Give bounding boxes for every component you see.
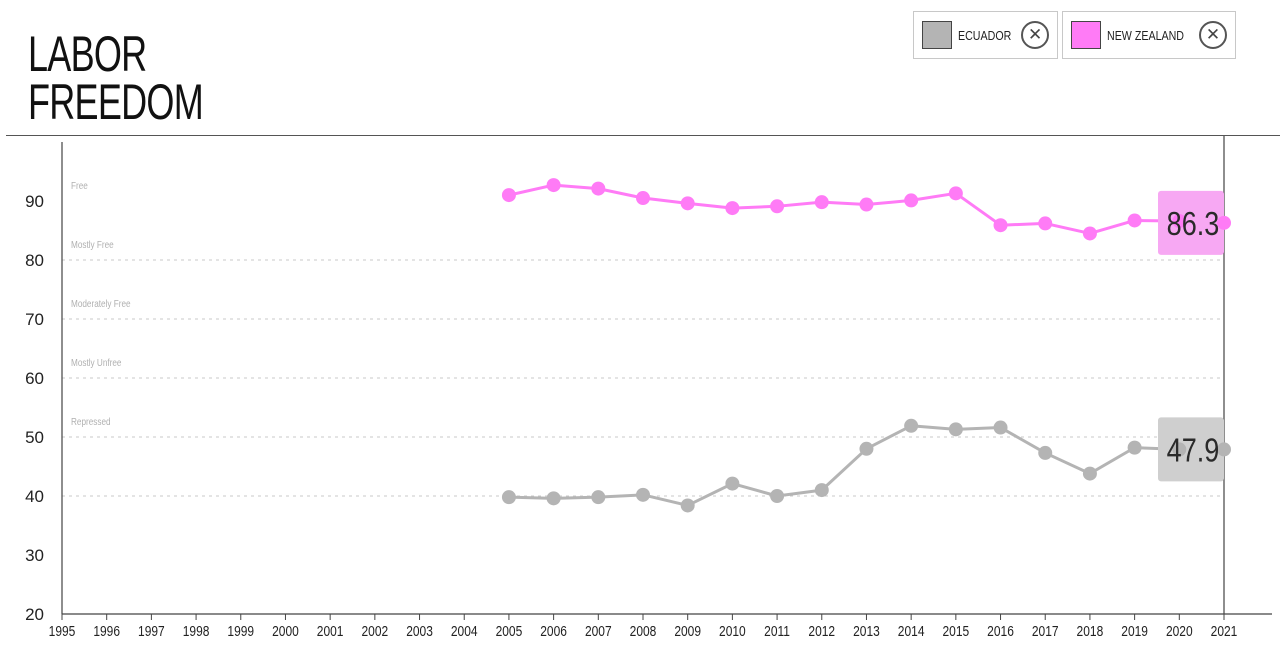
x-tick-label-2005: 2005: [496, 623, 523, 640]
data-point-ecuador-2012: [814, 483, 829, 498]
band-label-mostly-free: Mostly Free: [71, 239, 114, 250]
data-point-ecuador-2017: [1038, 445, 1053, 460]
x-tick-label-2003: 2003: [406, 623, 433, 640]
data-point-ecuador-2020: [1172, 442, 1187, 457]
x-tick-label-2016: 2016: [987, 623, 1014, 640]
legend-label-ecuador: ECUADOR: [958, 27, 1012, 43]
data-point-new-zealand-2009: [680, 196, 695, 211]
close-icon[interactable]: ✕: [1199, 21, 1227, 49]
data-point-ecuador-2005: [501, 490, 516, 505]
data-point-new-zealand-2005: [501, 188, 516, 203]
data-point-new-zealand-2017: [1038, 216, 1053, 231]
band-label-mostly-unfree: Mostly Unfree: [71, 357, 121, 368]
series-line-ecuador: [508, 424, 1224, 507]
close-icon[interactable]: ✕: [1021, 21, 1050, 49]
data-point-new-zealand-2021: [1217, 215, 1231, 230]
value-label-ecuador: 47.9: [1167, 433, 1220, 469]
x-tick-label-2011: 2011: [764, 623, 790, 640]
x-tick-label-2021: 2021: [1211, 623, 1238, 640]
data-point-ecuador-2011: [770, 489, 785, 503]
data-point-new-zealand-2016: [993, 218, 1008, 233]
x-tick-label-2013: 2013: [853, 623, 880, 640]
y-tick-label-80: 80: [25, 251, 44, 270]
y-tick-label-50: 50: [25, 428, 44, 447]
x-tick-label-1995: 1995: [49, 623, 76, 640]
data-point-ecuador-2007: [591, 490, 606, 505]
x-tick-label-2018: 2018: [1077, 623, 1104, 640]
x-tick-label-1996: 1996: [93, 623, 120, 640]
data-point-ecuador-2021: [1217, 442, 1231, 457]
labor-freedom-chart: 20 30 40 50 60 70 80 90 1995 1996 1997 1998 1999 2000…: [25, 136, 1272, 640]
x-tick-label-2006: 2006: [540, 623, 567, 640]
page-title-line-1: LABOR: [28, 26, 147, 82]
data-point-ecuador-2014: [904, 418, 919, 433]
new-zealand-color-swatch: [1071, 21, 1102, 49]
legend-item-new-zealand[interactable]: NEW ZEALAND ✕: [1062, 11, 1236, 59]
data-point-ecuador-2009: [680, 498, 695, 513]
page-title: LABOR FREEDOM: [28, 26, 204, 130]
data-point-new-zealand-2013: [859, 197, 874, 212]
x-tick-label-2009: 2009: [674, 623, 701, 640]
page-title-line-2: FREEDOM: [28, 74, 204, 130]
data-point-new-zealand-2019: [1127, 213, 1142, 228]
x-tick-label-2000: 2000: [272, 623, 299, 640]
x-tick-label-2008: 2008: [630, 623, 657, 640]
x-tick-label-2002: 2002: [361, 623, 388, 640]
x-tick-label-2019: 2019: [1121, 623, 1148, 640]
x-tick-label-1998: 1998: [183, 623, 210, 640]
x-tick-label-2020: 2020: [1166, 623, 1193, 640]
x-tick-label-2007: 2007: [585, 623, 612, 640]
value-label-box-ecuador: [1158, 417, 1224, 482]
x-tick-label-2004: 2004: [451, 623, 478, 640]
x-tick-label-2017: 2017: [1032, 623, 1059, 640]
data-point-new-zealand-2006: [546, 178, 561, 193]
data-point-ecuador-2013: [859, 441, 874, 456]
x-tick-label-1997: 1997: [138, 623, 165, 640]
band-label-free: Free: [71, 180, 88, 191]
data-point-new-zealand-2015: [948, 186, 963, 201]
y-tick-label-70: 70: [25, 310, 44, 329]
y-tick-label-40: 40: [25, 487, 44, 506]
x-tick-label-1999: 1999: [227, 623, 254, 640]
x-tick-label-2014: 2014: [898, 623, 925, 640]
x-tick-label-2001: 2001: [317, 623, 344, 640]
value-label-new-zealand: 86.3: [1167, 206, 1220, 242]
data-point-ecuador-2016: [993, 420, 1008, 435]
data-point-ecuador-2015: [948, 422, 963, 437]
data-point-ecuador-2019: [1127, 440, 1142, 455]
data-point-ecuador-2008: [636, 487, 650, 502]
x-tick-label-2010: 2010: [719, 623, 746, 640]
data-point-new-zealand-2011: [770, 199, 785, 214]
data-point-new-zealand-2020: [1172, 214, 1187, 229]
y-tick-label-90: 90: [25, 192, 44, 211]
value-label-box-new-zealand: [1158, 190, 1224, 255]
header-divider: [6, 135, 1280, 136]
y-tick-label-30: 30: [25, 546, 44, 565]
data-point-new-zealand-2007: [591, 181, 606, 196]
data-point-new-zealand-2012: [814, 195, 829, 210]
data-point-ecuador-2018: [1082, 466, 1097, 481]
data-point-new-zealand-2018: [1082, 226, 1097, 241]
data-point-new-zealand-2008: [636, 191, 650, 206]
x-tick-label-2015: 2015: [942, 623, 969, 640]
country-legend: ECUADOR ✕ NEW ZEALAND ✕: [913, 11, 1236, 59]
data-point-new-zealand-2010: [725, 201, 740, 216]
data-point-ecuador-2006: [546, 491, 561, 506]
x-tick-label-2012: 2012: [808, 623, 835, 640]
band-label-repressed: Repressed: [71, 416, 111, 427]
y-tick-label-20: 20: [25, 605, 44, 624]
band-label-moderately-free: Moderately Free: [71, 298, 131, 309]
y-tick-label-60: 60: [25, 369, 44, 388]
ecuador-color-swatch: [922, 21, 953, 49]
legend-label-new-zealand: NEW ZEALAND: [1107, 27, 1185, 43]
data-point-new-zealand-2014: [904, 193, 919, 208]
data-point-ecuador-2010: [725, 476, 740, 491]
legend-item-ecuador[interactable]: ECUADOR ✕: [913, 11, 1059, 59]
